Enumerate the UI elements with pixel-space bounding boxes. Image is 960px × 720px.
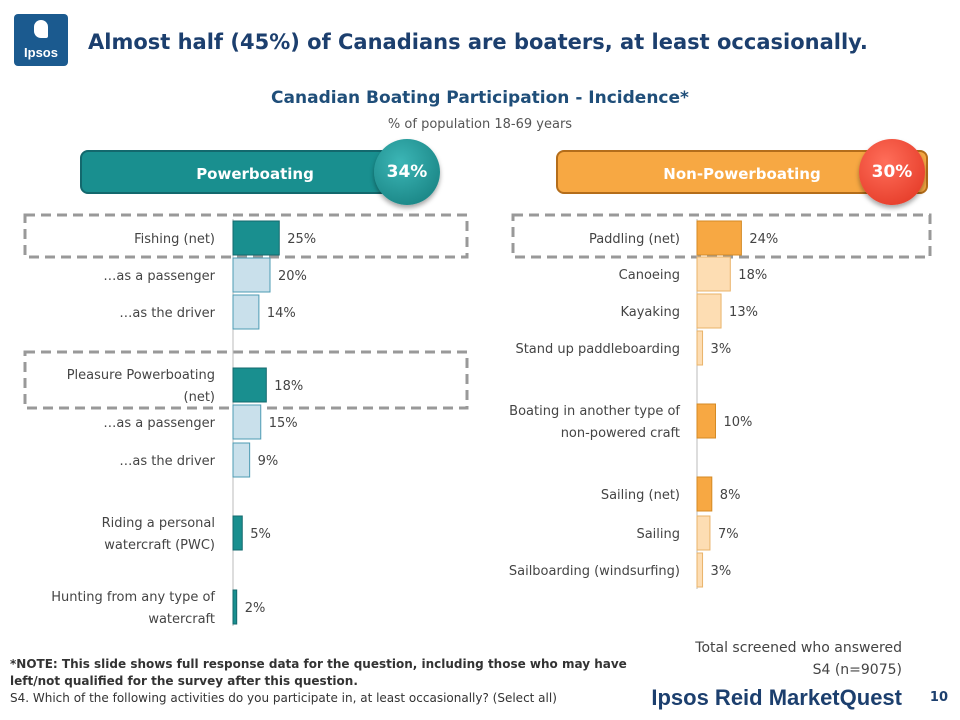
powerboating-category-label-4: …as a passenger [103, 416, 215, 431]
non-powerboating-value-label-1: 18% [738, 268, 767, 283]
non-powerboating-bar-5 [696, 476, 713, 512]
powerboating-bar-0 [232, 220, 280, 256]
non-powerboating-bar-7 [696, 552, 704, 588]
powerboating-value-label-7: 2% [245, 601, 266, 616]
non-powerboating-category-label-4: Boating in another type of non-powered cr… [509, 404, 680, 441]
powerboating-banner: Powerboating [80, 150, 430, 194]
powerboating-value-label-1: 20% [278, 269, 307, 284]
non-powerboating-value-label-0: 24% [749, 232, 778, 247]
chart-title: Canadian Boating Participation - Inciden… [271, 88, 689, 108]
non-powerboating-value-label-7: 3% [711, 564, 732, 579]
powerboating-value-label-6: 5% [250, 527, 271, 542]
logo-mark-icon [34, 20, 48, 38]
non-powerboating-bar-1 [696, 256, 731, 292]
non-powerboating-value-label-2: 13% [729, 305, 758, 320]
powerboating-bar-4 [232, 404, 262, 440]
non-powerboating-value-label-4: 10% [724, 415, 753, 430]
non-powerboating-category-label-5: Sailing (net) [601, 488, 680, 503]
logo-text: Ipsos [24, 45, 58, 60]
page-number: 10 [929, 690, 948, 705]
ipsos-logo: Ipsos [14, 14, 68, 66]
powerboating-bar-2 [232, 294, 260, 330]
powerboating-value-label-0: 25% [287, 232, 316, 247]
non-powerboating-bar-2 [696, 293, 722, 329]
footnote-question: S4. Which of the following activities do… [10, 691, 557, 705]
powerboating-category-label-6: Riding a personal watercraft (PWC) [102, 516, 215, 553]
powerboating-banner-label: Powerboating [196, 165, 314, 183]
powerboating-total-badge: 34% [374, 139, 440, 205]
powerboating-bar-6 [232, 515, 243, 551]
powerboating-highlight-box-0 [23, 213, 469, 259]
powerboating-highlight-box-1 [23, 350, 469, 410]
powerboating-bar-5 [232, 442, 251, 478]
non-powerboating-category-label-6: Sailing [636, 527, 680, 542]
non-powerboating-category-label-3: Stand up paddleboarding [515, 342, 680, 357]
powerboating-value-label-4: 15% [269, 416, 298, 431]
non-powerboating-category-label-1: Canoeing [619, 268, 680, 283]
non-powerboating-highlight-box-0 [511, 213, 932, 259]
non-powerboating-value-label-6: 7% [718, 527, 739, 542]
powerboating-bar-3 [232, 367, 267, 403]
non-powerboating-bar-6 [696, 515, 711, 551]
non-powerboating-category-label-2: Kayaking [620, 305, 680, 320]
non-powerboating-bar-4 [696, 403, 716, 439]
chart-subtitle: % of population 18-69 years [387, 117, 573, 132]
powerboating-value-label-3: 18% [274, 379, 303, 394]
non-powerboating-category-label-7: Sailboarding (windsurfing) [509, 564, 680, 579]
powerboating-category-label-2: …as the driver [119, 306, 215, 321]
footnote-note: *NOTE: This slide shows full response da… [10, 657, 627, 688]
base-line-2: S4 (n=9075) [812, 662, 902, 678]
powerboating-category-label-0: Fishing (net) [134, 232, 215, 247]
non-powerboating-bar-3 [696, 330, 704, 366]
powerboating-value-label-5: 9% [258, 454, 279, 469]
base-line-1: Total screened who answered [695, 640, 902, 656]
non-powerboating-value-label-5: 8% [720, 488, 741, 503]
non-powerboating-banner-label: Non-Powerboating [663, 165, 821, 183]
base-note: Total screened who answered S4 (n=9075) [640, 637, 902, 681]
brand-logo: Ipsos Reid MarketQuest [651, 685, 902, 710]
powerboating-bar-7 [232, 589, 238, 625]
non-powerboating-category-label-0: Paddling (net) [589, 232, 680, 247]
non-powerboating-total-badge: 30% [859, 139, 925, 205]
powerboating-bar-1 [232, 257, 271, 293]
non-powerboating-bar-0 [696, 220, 742, 256]
page-title: Almost half (45%) of Canadians are boate… [88, 30, 868, 54]
footnote: *NOTE: This slide shows full response da… [10, 656, 630, 707]
powerboating-value-label-2: 14% [267, 306, 296, 321]
powerboating-category-label-3: Pleasure Powerboating (net) [67, 368, 215, 405]
non-powerboating-value-label-3: 3% [711, 342, 732, 357]
powerboating-category-label-7: Hunting from any type of watercraft [51, 590, 215, 627]
powerboating-category-label-5: …as the driver [119, 454, 215, 469]
powerboating-category-label-1: …as a passenger [103, 269, 215, 284]
